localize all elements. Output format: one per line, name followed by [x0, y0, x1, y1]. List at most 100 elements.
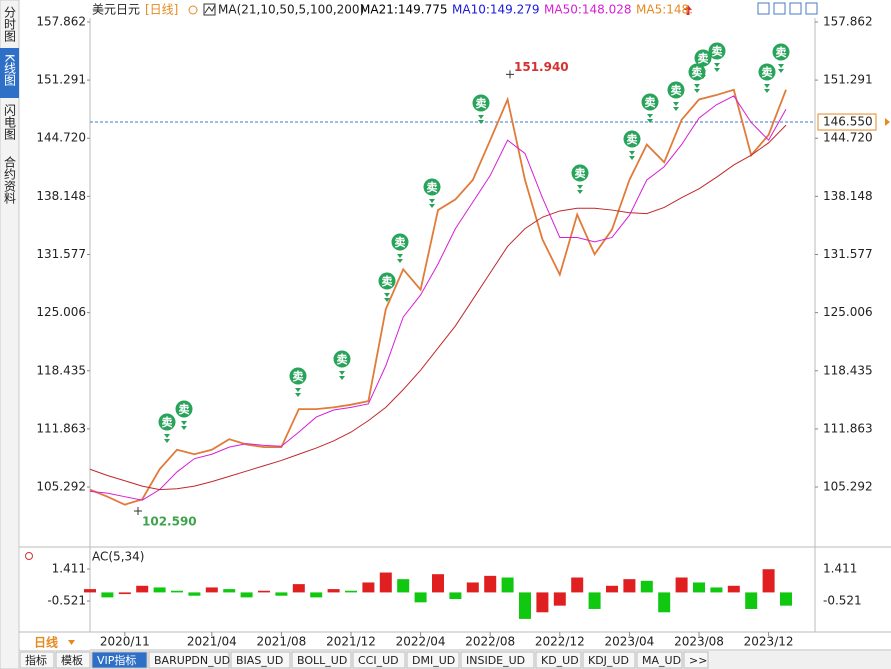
ma-params: MA(21,10,50,5,100,200) — [218, 3, 364, 17]
bottom-tab[interactable]: MA_UD — [642, 654, 681, 667]
y-tick-label: 144.720 — [823, 131, 873, 145]
indicator-bar — [606, 585, 618, 593]
indicator-bar — [397, 579, 410, 593]
indicator-tick-label: -0.521 — [47, 594, 86, 608]
y-tick-label: 151.291 — [823, 73, 873, 87]
tab-bg[interactable] — [19, 651, 55, 669]
annotation-label: 151.940 — [514, 60, 569, 74]
tab-bg[interactable] — [683, 651, 709, 669]
sell-signal[interactable] — [667, 81, 685, 99]
sell-signal[interactable] — [758, 63, 776, 81]
tab-bg[interactable] — [55, 651, 91, 669]
y-tick-label: 105.292 — [823, 480, 873, 494]
bottom-tab[interactable]: BOLL_UD — [297, 654, 347, 667]
tab-bg[interactable] — [148, 651, 230, 669]
indicator-bar — [84, 589, 96, 593]
tool-icon[interactable] — [805, 2, 818, 15]
series-line — [89, 124, 787, 491]
sell-signal[interactable] — [708, 42, 726, 60]
tab-bg[interactable] — [291, 651, 352, 669]
indicator-bar — [780, 592, 792, 606]
sell-signal-label: 卖 — [382, 274, 393, 288]
sidebar-tab[interactable]: 分时图 — [3, 6, 17, 42]
bottom-tab[interactable]: CCI_UD — [358, 654, 399, 667]
tab-bg[interactable] — [460, 651, 535, 669]
sidebar-tab[interactable]: 合约资料 — [3, 155, 17, 204]
indicator-bar — [205, 587, 218, 593]
indicator-bar — [327, 589, 340, 593]
tool-icon[interactable] — [757, 2, 770, 15]
tab-bg[interactable] — [406, 651, 460, 669]
sell-signal-label: 卖 — [762, 65, 773, 79]
indicator-bar — [571, 577, 584, 593]
indicator-tick-label: 1.411 — [52, 562, 86, 576]
sell-signal[interactable] — [623, 130, 641, 148]
tab-bg[interactable] — [582, 651, 636, 669]
bottom-tab[interactable]: VIP指标 — [97, 653, 136, 667]
bottom-tab[interactable]: 模板 — [61, 653, 83, 667]
indicator-bar — [466, 582, 479, 593]
indicator-bar — [153, 587, 166, 593]
sell-signal[interactable] — [694, 49, 712, 67]
bottom-tab[interactable]: INSIDE_UD — [466, 654, 525, 667]
bottom-tab[interactable]: BIAS_UD — [236, 654, 283, 667]
sell-signal[interactable] — [175, 400, 193, 418]
sell-signal[interactable] — [158, 413, 176, 431]
indicator-bar — [727, 585, 740, 593]
ma-value: MA21:149.775 — [360, 3, 448, 17]
bottom-tab[interactable]: BARUPDN_UD — [154, 654, 230, 667]
indicator-title: AC(5,34) — [92, 550, 144, 564]
sell-signal[interactable] — [772, 43, 790, 61]
settings-icon[interactable] — [188, 5, 198, 15]
sidebar-tab[interactable]: K线图 — [3, 54, 17, 86]
period-tab[interactable]: 日线 — [34, 635, 58, 650]
ma-icon — [203, 3, 216, 16]
tab-bg[interactable] — [352, 651, 406, 669]
signal-arrow — [164, 434, 170, 443]
indicator-bar — [292, 584, 305, 593]
y-tick-label: 144.720 — [36, 131, 86, 145]
tab-bg[interactable] — [91, 651, 148, 669]
sidebar-tab[interactable]: 闪电图 — [3, 104, 17, 140]
y-tick-label: 118.435 — [36, 363, 86, 377]
bottom-tab[interactable]: KD_UD — [541, 654, 579, 667]
sell-signal-label: 卖 — [162, 415, 173, 429]
indicator-bar — [588, 592, 601, 609]
indicator-bar — [188, 592, 201, 596]
sell-signal[interactable] — [289, 367, 307, 385]
bottom-tab[interactable]: DMI_UD — [412, 654, 455, 667]
sell-signal[interactable] — [333, 350, 351, 368]
indicator-bar — [675, 577, 688, 593]
sell-signal[interactable] — [472, 94, 490, 112]
series-line — [89, 88, 787, 506]
bottom-tab[interactable]: KDJ_UD — [588, 654, 629, 667]
dropdown-arrow[interactable] — [68, 640, 75, 645]
period[interactable]: [日线] — [145, 3, 178, 17]
tab-bg[interactable] — [230, 651, 291, 669]
tool-icon[interactable] — [773, 2, 786, 15]
current-price-label: 146.550 — [823, 115, 873, 129]
sell-signal[interactable] — [641, 93, 659, 111]
indicator-bar — [136, 585, 149, 593]
x-tick-label: 2023/08 — [674, 635, 724, 649]
indicator-tick-label: -0.521 — [823, 594, 862, 608]
sell-signal[interactable] — [391, 233, 409, 251]
signal-arrow — [764, 84, 770, 93]
sell-signal[interactable] — [378, 272, 396, 290]
sell-signal[interactable] — [571, 164, 589, 182]
indicator-bar — [762, 569, 775, 593]
x-tick-label: 2021/08 — [256, 635, 306, 649]
bottom-tab[interactable]: >> — [689, 654, 707, 667]
x-tick-label: 2023/12 — [744, 635, 794, 649]
indicator-bar — [345, 590, 357, 593]
sell-signal-label: 卖 — [712, 44, 723, 58]
bottom-tab[interactable]: 指标 — [25, 653, 47, 667]
tab-bg[interactable] — [636, 651, 683, 669]
tab-bg[interactable] — [535, 651, 582, 669]
x-tick-label: 2022/04 — [396, 635, 446, 649]
sell-signal-label: 卖 — [627, 132, 638, 146]
signal-arrow — [577, 185, 583, 194]
sell-signal[interactable] — [423, 178, 441, 196]
indicator-bar — [414, 592, 427, 603]
tool-icon[interactable] — [789, 2, 802, 15]
